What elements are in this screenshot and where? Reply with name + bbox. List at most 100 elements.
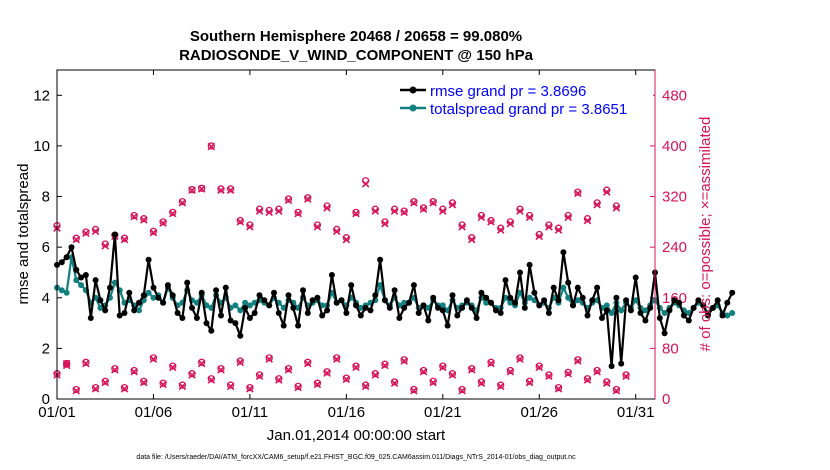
rmse-point (545, 310, 552, 316)
obs-assimilated-point (371, 207, 380, 215)
y-left-tick-label: 10 (33, 138, 50, 155)
totalspread-point (232, 302, 239, 309)
obs-assimilated-point (236, 218, 245, 226)
x-tick-label: 01/26 (520, 404, 558, 421)
obs-possible-point (419, 204, 428, 212)
rmse-point (705, 312, 711, 319)
obs-possible-point (140, 215, 148, 223)
obs-possible-point (381, 360, 389, 368)
obs-assimilated-point (410, 199, 418, 207)
y-axis-right-ticks: 080160240320400480 (650, 87, 687, 408)
obs-assimilated-point (439, 363, 447, 372)
obs-assimilated-point (390, 379, 399, 387)
obs-possible-point (429, 197, 437, 206)
rmse-point (449, 292, 456, 299)
rmse-point (680, 312, 687, 319)
obs-assimilated-point (458, 223, 466, 231)
rmse-point (338, 297, 345, 304)
obs-assimilated-point (332, 355, 341, 363)
rmse-point (642, 317, 649, 324)
obs-possible-point (236, 357, 244, 365)
totalspread-point (632, 297, 639, 304)
rmse-point (300, 287, 306, 294)
obs-assimilated-point (593, 200, 601, 209)
obs-assimilated-point (168, 209, 177, 218)
rmse-point (410, 282, 417, 289)
obs-possible-point (72, 234, 80, 242)
rmse-point (406, 299, 412, 306)
obs-assimilated-point (130, 213, 138, 221)
rmse-point (656, 315, 663, 321)
rmse-point (353, 302, 359, 309)
rmse-point (232, 320, 239, 327)
rmse-point (401, 304, 408, 311)
rmse-point (473, 315, 480, 321)
rmse-point (492, 307, 499, 314)
totalspread-point (526, 294, 533, 301)
y-left-tick-label: 12 (33, 87, 50, 104)
obs-assimilated-point (352, 363, 360, 372)
y-right-tick-label: 240 (662, 239, 687, 256)
obs-possible-point (217, 185, 225, 193)
rmse-point (348, 282, 355, 289)
obs-possible-point (198, 184, 206, 192)
obs-possible-point (255, 371, 264, 379)
obs-assimilated-point (140, 216, 148, 224)
obs-possible-point (313, 379, 322, 387)
obs-assimilated-point (197, 359, 206, 368)
obs-possible-point (622, 371, 630, 379)
x-tick-label: 01/11 (232, 404, 268, 421)
rmse-point (415, 310, 422, 316)
obs-assimilated-point (535, 232, 544, 241)
rmse-point (589, 297, 596, 304)
obs-assimilated-point (304, 195, 312, 203)
y-left-tick-label: 0 (42, 391, 50, 408)
obs-assimilated-point (458, 387, 466, 395)
rmse-point (574, 284, 581, 291)
obs-assimilated-point (535, 363, 544, 372)
obs-possible-point (62, 360, 71, 368)
y-left-tick-label: 4 (42, 290, 50, 307)
rmse-point (357, 312, 364, 319)
rmse-point (68, 244, 75, 251)
rmse-point (666, 307, 673, 314)
obs-assimilated-point (612, 387, 621, 395)
rmse-point (111, 231, 118, 238)
rmse-point (468, 304, 475, 311)
rmse-point (256, 292, 263, 299)
rmse-point (290, 304, 297, 311)
totalspread-point (78, 282, 85, 289)
rmse-point (502, 277, 509, 284)
rmse-point (627, 307, 634, 314)
rmse-series (54, 231, 736, 370)
obs-assimilated-point (516, 355, 524, 363)
rmse-point (126, 289, 133, 296)
obs-assimilated-point (574, 189, 582, 198)
x-tick-label: 01/01 (38, 404, 76, 421)
obs-possible-point (468, 364, 476, 373)
obs-possible-point (188, 185, 196, 194)
obs-assimilated-point (255, 207, 264, 215)
rmse-point (198, 289, 205, 296)
rmse-point (63, 254, 70, 261)
rmse-point (396, 315, 403, 321)
obs-assimilated-point (178, 199, 187, 207)
obs-assimilated-point (188, 371, 196, 379)
rmse-point (275, 310, 282, 316)
obs-assimilated-point (429, 199, 437, 207)
rmse-point (439, 307, 446, 314)
obs-assimilated-point (323, 204, 331, 212)
obs-possible-point (487, 216, 495, 225)
legend: rmse grand pr = 3.8696 totalspread grand… (395, 80, 653, 118)
obs-possible-point (361, 381, 370, 389)
obs-assimilated-point (545, 372, 553, 380)
rmse-point (78, 274, 85, 281)
totalspread-point (58, 287, 65, 294)
rmse-point (242, 304, 249, 311)
y-left-tick-label: 8 (42, 189, 50, 206)
rmse-point (362, 304, 369, 311)
rmse-point (343, 310, 350, 316)
obs-assimilated-point (255, 372, 264, 380)
obs-assimilated-point (583, 376, 592, 384)
